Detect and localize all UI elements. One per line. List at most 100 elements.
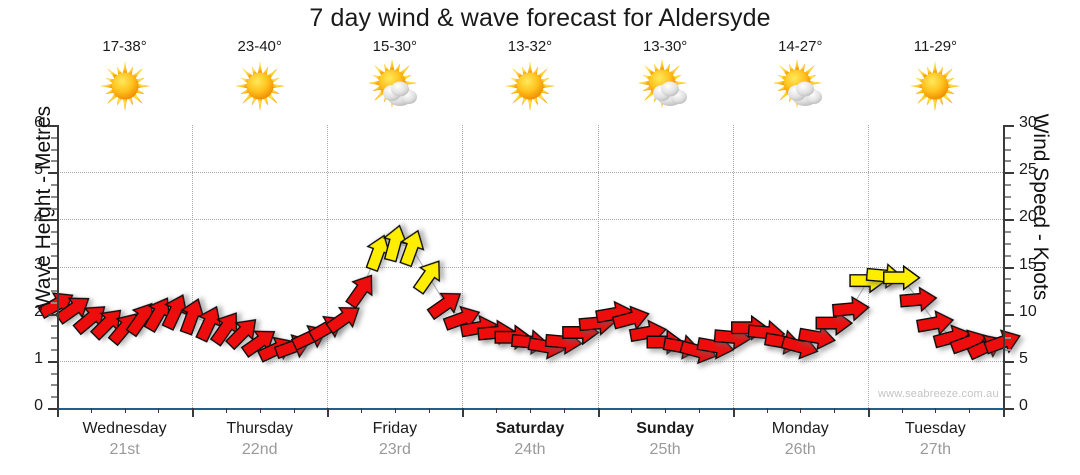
gridline-horizontal <box>57 172 1003 174</box>
x-axis-tick-minor <box>698 408 700 413</box>
y-axis-right-label: 30 <box>1019 114 1037 131</box>
x-axis-tick-minor <box>665 408 667 413</box>
x-axis-tick-major <box>57 408 59 417</box>
axis-tick-minor <box>1005 160 1011 163</box>
axis-tick-major <box>48 313 57 316</box>
day-date: 21st <box>109 441 140 458</box>
sun-icon <box>99 60 151 112</box>
temperature-range: 15-30° <box>372 38 418 55</box>
axis-tick-minor <box>1005 183 1011 186</box>
x-axis-tick-minor <box>394 408 396 413</box>
x-axis-tick-minor <box>631 408 633 413</box>
day-name: Sunday <box>636 420 695 437</box>
x-axis-tick-minor <box>259 408 261 413</box>
axis-tick-major <box>48 125 57 127</box>
axis-tick-minor <box>51 183 57 186</box>
y-axis-right-label: 5 <box>1019 349 1028 367</box>
axis-tick-major <box>1005 125 1014 127</box>
axis-tick-minor <box>51 396 57 399</box>
x-axis-tick-minor <box>428 408 430 413</box>
day-label-saturday: Saturday 24th <box>462 418 597 460</box>
x-axis-tick-minor <box>496 408 498 413</box>
axis-tick-minor <box>51 337 57 340</box>
axis-tick-minor <box>1005 290 1011 293</box>
gridline-horizontal <box>57 219 1003 221</box>
axis-tick-major <box>48 266 57 269</box>
axis-tick-major <box>1005 266 1014 269</box>
axis-tick-minor <box>1005 384 1011 387</box>
y-axis-right-label: 25 <box>1019 161 1037 179</box>
sun-cloud-icon <box>366 58 421 112</box>
axis-tick-minor <box>51 136 57 139</box>
x-axis-tick-minor <box>766 408 768 413</box>
axis-tick-minor <box>51 290 57 293</box>
x-axis-tick-major <box>867 408 870 417</box>
x-axis-tick-minor <box>124 408 126 413</box>
y-axis-left-label: 5 <box>34 161 43 179</box>
x-axis-tick-minor <box>530 408 531 413</box>
temperature-range: 13-30° <box>642 38 688 55</box>
day-label-friday: Friday 23rd <box>327 418 462 460</box>
axis-tick-minor <box>1005 207 1011 210</box>
day-header-wednesday: 17-38° <box>57 38 192 112</box>
x-axis-tick-minor <box>90 408 92 413</box>
x-axis-tick-minor <box>563 408 565 413</box>
day-footer-strip: Wednesday 21st Thursday 22nd Friday 23rd Satur… <box>57 418 1003 468</box>
day-header-friday: 15-30° <box>327 38 462 112</box>
x-axis-tick-major <box>462 408 465 417</box>
day-date: 24th <box>514 441 546 458</box>
axis-tick-minor <box>51 207 57 210</box>
day-date: 23rd <box>378 441 411 458</box>
axis-tick-minor <box>1005 148 1011 151</box>
gridline-vertical <box>597 125 599 408</box>
day-label-tuesday: Tuesday 27th <box>868 418 1003 460</box>
sun-icon <box>234 60 286 112</box>
axis-tick-major <box>1005 219 1014 222</box>
axis-tick-minor <box>1005 136 1011 139</box>
day-name: Monday <box>771 420 829 437</box>
axis-tick-minor <box>1005 195 1011 198</box>
y-axis-right-label: 15 <box>1019 255 1037 273</box>
day-date: 27th <box>919 441 951 458</box>
x-axis-tick-minor <box>969 408 971 413</box>
axis-tick-minor <box>1005 372 1011 375</box>
axis-tick-major <box>48 219 57 222</box>
day-name: Tuesday <box>905 420 966 437</box>
day-header-tuesday: 11-29° <box>868 38 1003 112</box>
axis-tick-minor <box>51 384 57 387</box>
day-label-thursday: Thursday 22nd <box>192 418 327 460</box>
day-name: Thursday <box>226 420 294 437</box>
axis-tick-major <box>48 172 57 175</box>
gridline-horizontal <box>57 360 1003 362</box>
gridline-vertical <box>327 125 329 408</box>
plot-area <box>57 125 1003 408</box>
day-header-strip: 17-38° 23-40° <box>57 38 1003 124</box>
x-axis-tick-minor <box>225 408 227 413</box>
axis-tick-minor <box>1005 231 1011 234</box>
y-axis-left-label: 0 <box>34 397 43 414</box>
axis-tick-minor <box>51 231 57 234</box>
x-axis-tick-minor <box>800 408 802 413</box>
axis-tick-minor <box>51 242 57 245</box>
axis-tick-minor <box>1005 278 1011 281</box>
temperature-range: 13-32° <box>507 38 553 55</box>
day-header-monday: 14-27° <box>733 38 868 112</box>
day-date: 26th <box>784 441 816 458</box>
axis-tick-minor <box>51 195 57 198</box>
day-date: 22nd <box>241 441 278 458</box>
axis-tick-minor <box>51 148 57 151</box>
x-axis-tick-major <box>192 408 195 417</box>
axis-tick-major <box>48 408 57 410</box>
day-name: Friday <box>372 420 418 437</box>
sun-icon <box>504 60 556 112</box>
x-axis-tick-minor <box>293 408 295 413</box>
day-header-saturday: 13-32° <box>462 38 597 112</box>
axis-tick-minor <box>51 301 57 304</box>
gridline-horizontal <box>57 266 1003 268</box>
x-axis-tick-major <box>732 408 735 417</box>
day-label-monday: Monday 26th <box>733 418 868 460</box>
axis-tick-minor <box>51 278 57 281</box>
axis-tick-minor <box>51 372 57 375</box>
axis-tick-major <box>1005 172 1014 175</box>
gridline-vertical <box>867 125 869 408</box>
